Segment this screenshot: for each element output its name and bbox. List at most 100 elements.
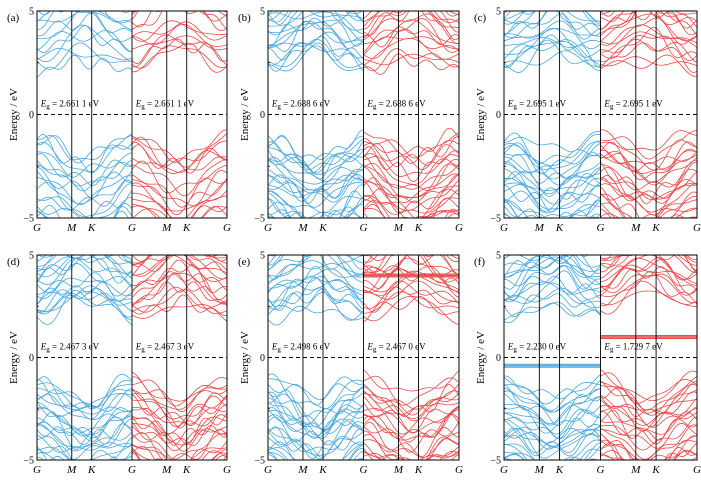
conduction-band-line [504,36,601,48]
conduction-band-line [131,255,227,287]
conduction-band-line [600,42,697,73]
conduction-band-line [131,271,227,301]
x-tick-label: M [66,464,77,476]
band-gap-label: Eg = 2.695 1 eV [603,99,663,111]
valence-band-line [131,376,227,407]
valence-band-line [37,224,132,253]
conduction-band-line [131,281,227,308]
conduction-band-line [363,296,459,323]
x-tick-label: M [534,222,545,234]
conduction-band-line [37,257,133,284]
valence-band-line [600,202,697,218]
valence-band-line [504,171,601,200]
band-gap-label: Eg = 2.661 1 eV [135,99,195,111]
x-tick-label: G [500,464,508,476]
valence-band-line [504,463,601,485]
conduction-band-line [504,11,601,27]
valence-band-line [504,177,601,205]
valence-band-line [37,160,133,192]
valence-band-line [363,430,459,458]
valence-band-line [131,170,227,207]
conduction-band-line [131,42,227,73]
valence-band-line [268,444,364,460]
conduction-band-line [132,231,227,252]
valence-band-line [268,401,364,431]
x-tick-label: M [66,222,77,234]
valence-band-line [268,201,364,218]
x-tick-label: G [500,222,508,234]
valence-band-line [268,156,364,185]
conduction-band-line [600,264,697,293]
valence-band-line [504,388,601,413]
valence-band-line [364,461,460,485]
conduction-band-line [363,255,459,275]
y-tick-label: 0 [496,353,501,364]
valence-band-line [600,439,697,460]
conduction-band-line [600,11,697,23]
conduction-band-line [37,255,133,267]
conduction-band-line [600,35,697,62]
y-tick-label: 0 [29,353,34,364]
valence-band-line [37,153,133,186]
valence-band-line [504,200,601,218]
x-tick-label: M [393,464,404,476]
valence-band-line [131,144,227,174]
valence-band-line [600,166,697,200]
conduction-band-line [268,255,364,278]
valence-band-line [363,405,459,433]
valence-band-line [600,372,697,404]
conduction-band-line [131,20,227,42]
valence-band-line [37,378,133,420]
valence-band-line [504,155,601,179]
valence-band-line [268,149,364,171]
conduction-band-line [363,265,459,294]
conduction-band-line [131,289,227,315]
valence-band-line [131,133,227,168]
valence-band-line [268,147,364,174]
valence-band-line [363,448,459,460]
valence-band-line [363,200,459,218]
y-tick-label: −5 [254,456,265,467]
conduction-band-line [600,257,697,281]
band-lines [504,11,697,218]
valence-band-line [363,212,369,218]
conduction-band-line [37,263,133,293]
conduction-band-line [504,13,601,40]
conduction-band-line [504,270,601,303]
valence-band-line [600,439,697,460]
x-tick-label: G [128,464,136,476]
band-lines [268,255,460,485]
x-tick-label: G [360,464,368,476]
valence-band-line [363,421,459,457]
y-tick-label: 5 [260,251,265,262]
valence-band-line [688,216,697,218]
conduction-band-line [504,293,601,318]
y-tick-label: −5 [23,456,34,467]
conduction-band-line [37,24,133,54]
y-tick-label: 5 [496,7,501,18]
conduction-band-line [131,11,227,22]
conduction-band-line [600,11,697,16]
conduction-band-line [268,0,364,7]
valence-band-line [131,447,227,460]
valence-band-line [37,411,133,436]
valence-band-line [600,183,697,216]
valence-band-line [504,428,601,459]
valence-band-line [37,222,132,247]
valence-band-line [268,216,364,218]
band-lines [504,255,697,485]
band-lines [268,0,459,218]
x-tick-label: G [223,464,231,476]
conduction-band-line [37,287,133,313]
valence-band-line [363,127,459,155]
valence-band-line [131,195,227,218]
x-tick-label: K [555,464,564,476]
valence-band-line [131,412,227,445]
conduction-band-line [363,11,459,24]
valence-band-line [600,208,685,218]
valence-band-line [363,203,459,218]
valence-band-line [131,407,227,425]
